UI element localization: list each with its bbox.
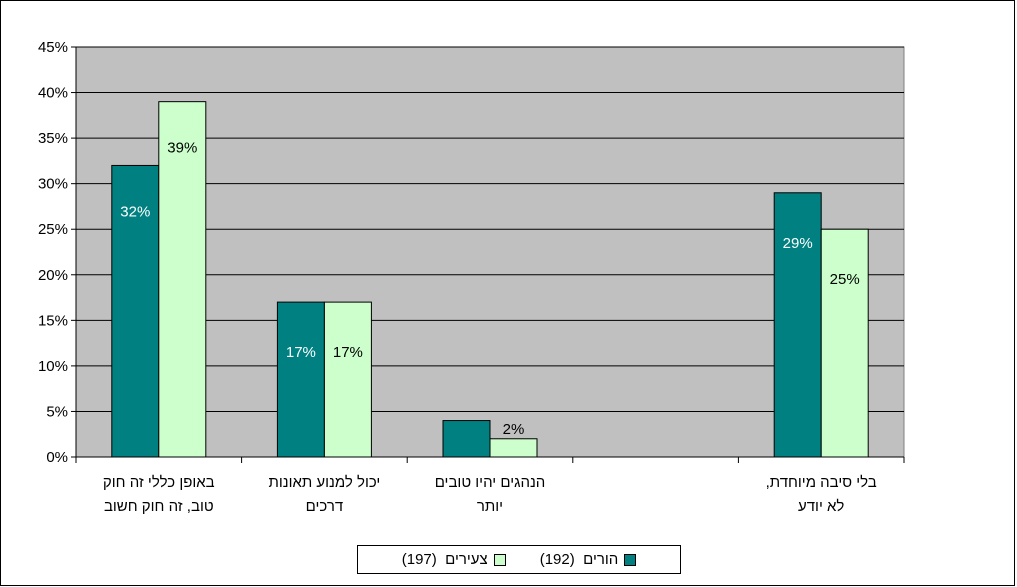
bar (323, 301, 372, 458)
x-category-label: טוב, זה חוק חשוב (104, 498, 214, 515)
plot-area (75, 46, 905, 458)
y-tick-label: 0% (46, 449, 68, 466)
x-category-label: לא יודע (798, 498, 844, 515)
y-tick-label: 20% (38, 267, 68, 284)
legend-label-youth: צעירים (197) (401, 551, 488, 568)
data-label: 17% (286, 344, 316, 361)
y-tick-label: 40% (38, 85, 68, 102)
bar (773, 192, 822, 458)
bar (111, 164, 160, 458)
x-category-label: באופן כללי זה חוק (103, 474, 215, 491)
legend-swatch-parents (624, 553, 637, 566)
y-tick-label: 10% (38, 358, 68, 375)
y-tick-label: 5% (46, 403, 68, 420)
data-label: 25% (830, 271, 860, 288)
legend-label-parents: הורים (192) (539, 551, 619, 568)
y-tick-label: 45% (38, 39, 68, 56)
data-label: 17% (333, 344, 363, 361)
legend-item-parents: הורים (192) (540, 551, 637, 568)
bar (820, 228, 869, 458)
y-tick-label: 35% (38, 130, 68, 147)
bar (276, 301, 325, 458)
data-label: 32% (120, 203, 150, 220)
legend: הורים (192) צעירים (197) (357, 545, 681, 574)
legend-item-youth: צעירים (197) (402, 551, 506, 568)
y-tick-label: 25% (38, 221, 68, 238)
data-label: 2% (503, 421, 525, 438)
bar (158, 101, 207, 458)
data-label: 4% (456, 463, 478, 480)
y-tick-label: 15% (38, 312, 68, 329)
y-tick-label: 30% (38, 176, 68, 193)
x-category-label: בלי סיבה מיוחדת, (766, 474, 877, 491)
bar (489, 438, 538, 458)
legend-swatch-youth (493, 553, 506, 566)
bar (442, 420, 491, 458)
x-category-label: הנהגים יהיו טובים (435, 474, 546, 491)
data-label: 39% (167, 140, 197, 157)
x-category-label: דרכים (306, 498, 344, 515)
data-label: 29% (783, 235, 813, 252)
x-category-label: יותר (477, 498, 503, 515)
x-category-label: יכול למנוע תאונות (268, 474, 380, 491)
